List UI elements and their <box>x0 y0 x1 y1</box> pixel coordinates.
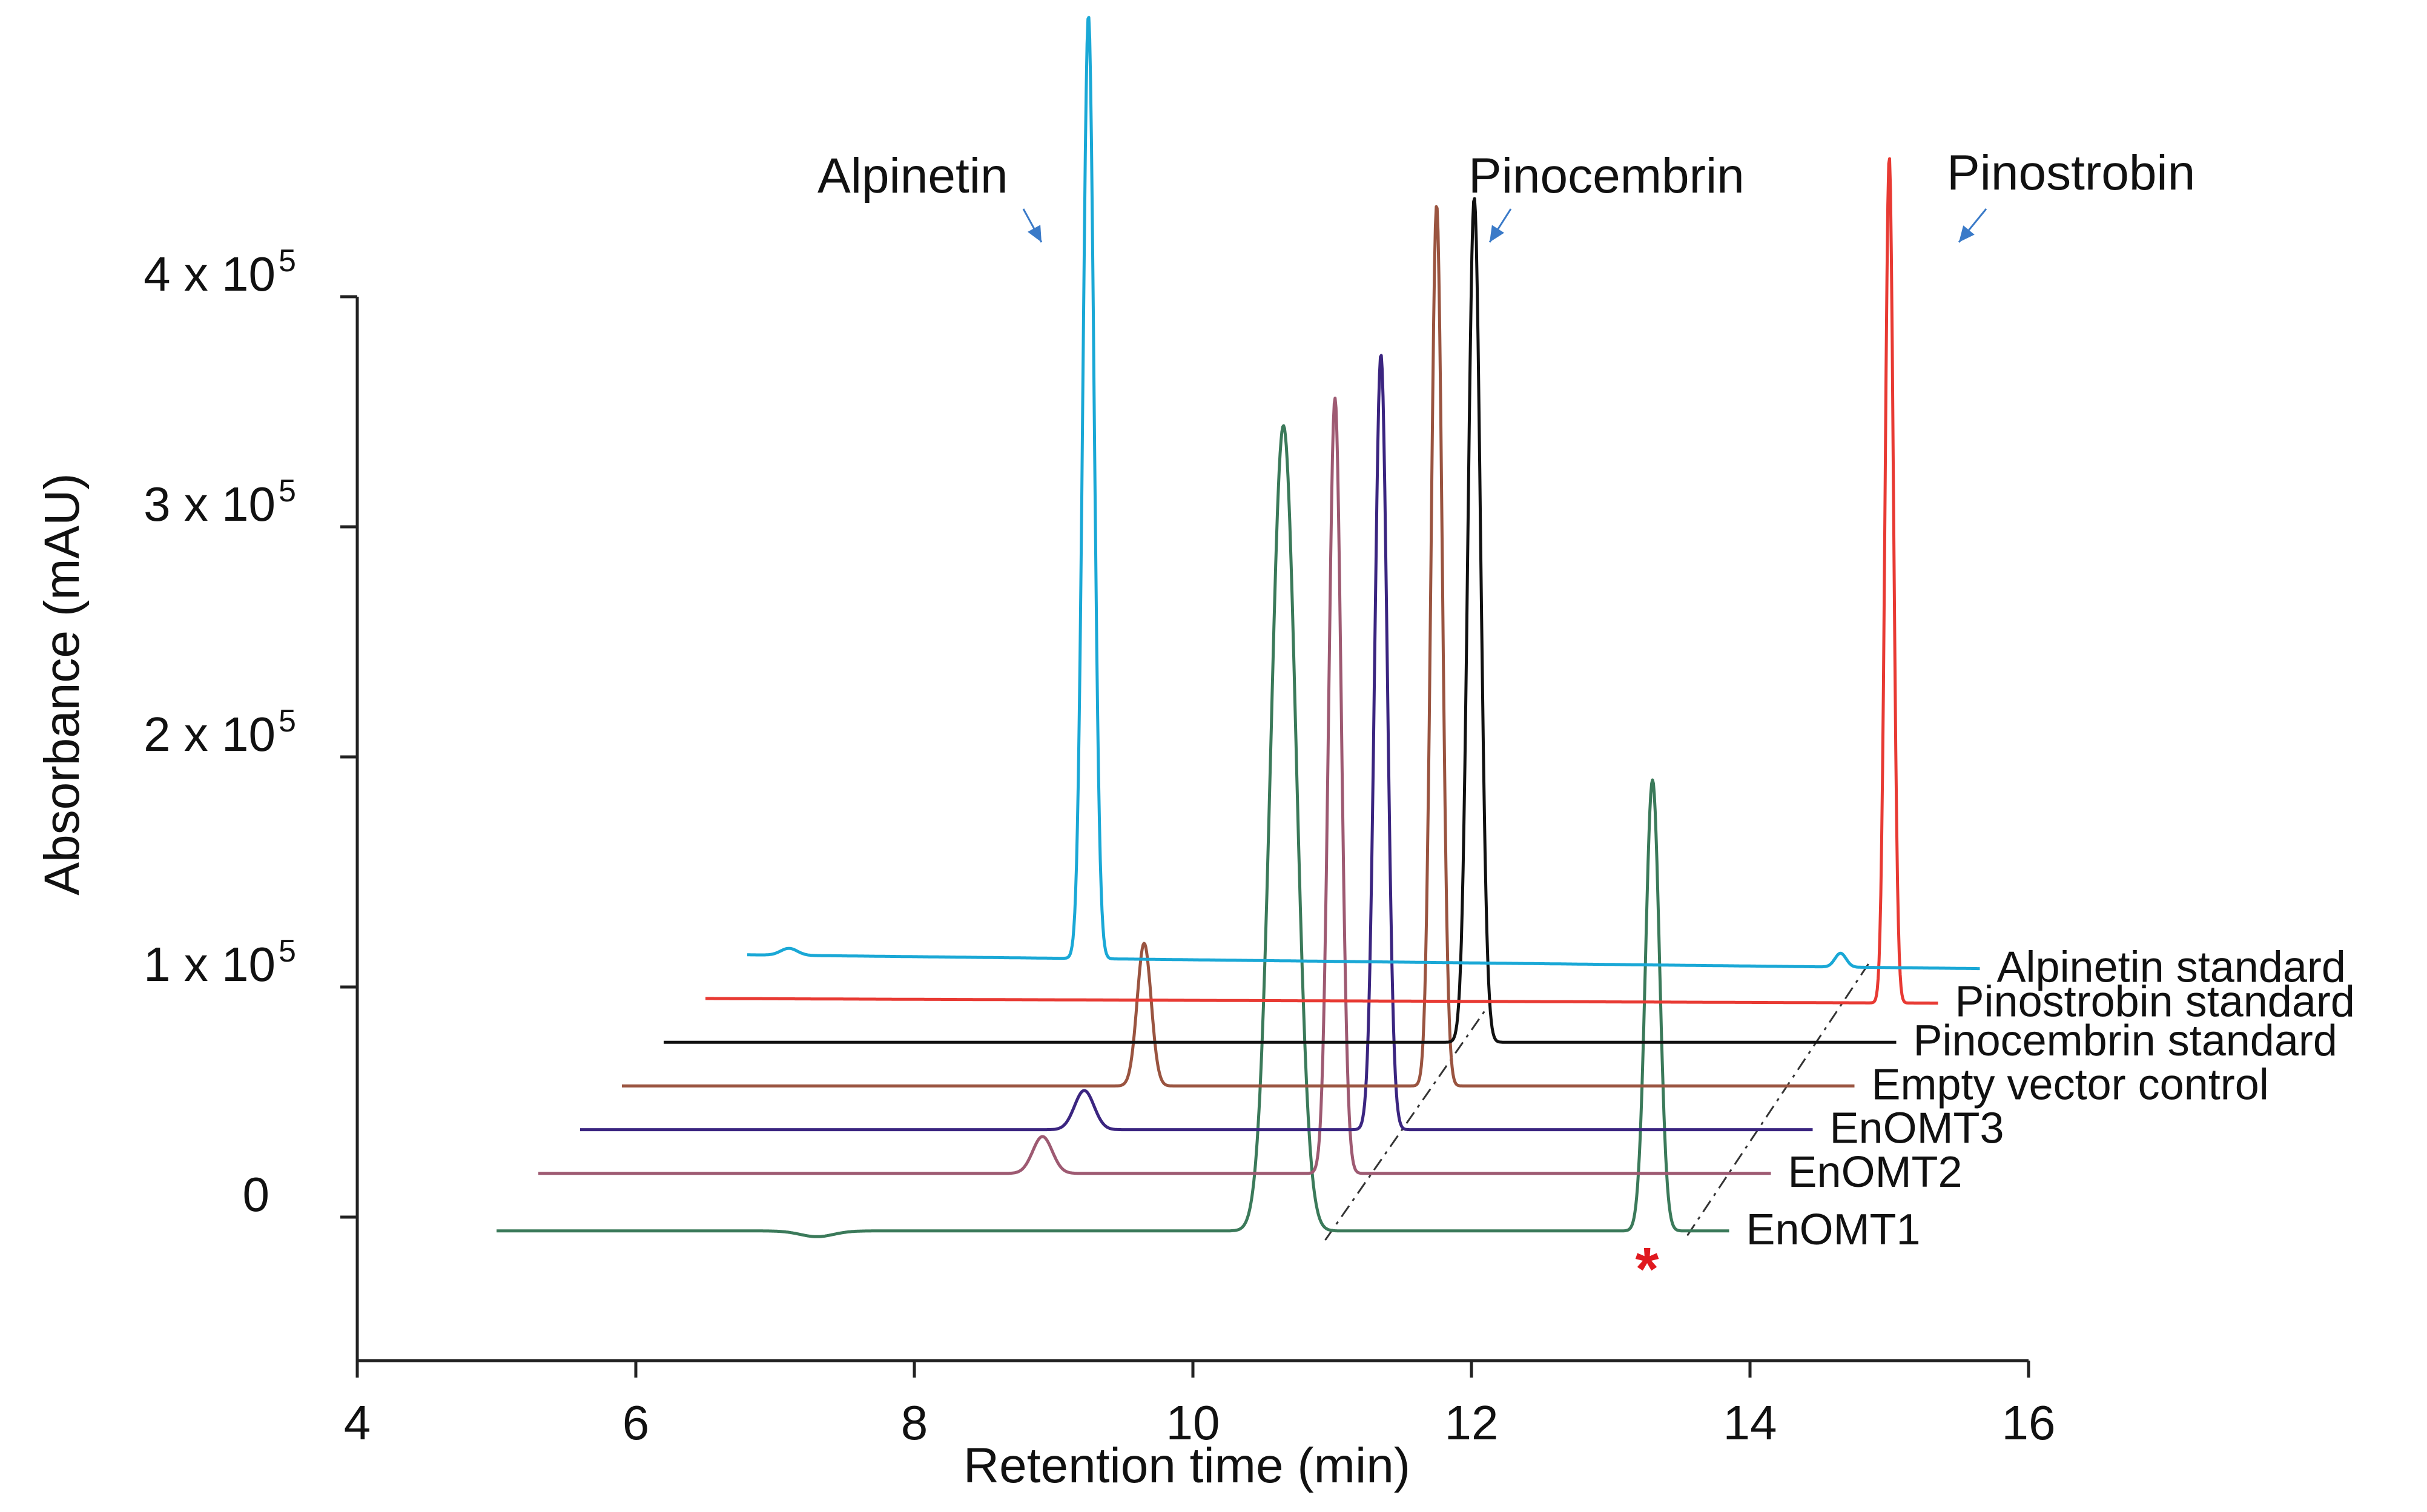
peak-annotations: Alpinetin Pinocembrin Pinostrobin <box>817 145 2195 243</box>
annotation-arrow-head <box>1959 225 1975 242</box>
y-tick-exponent: 5 <box>279 934 296 969</box>
y-tick-label: 3 x 10 <box>144 477 276 531</box>
trace-label: EnOMT1 <box>1746 1206 1921 1254</box>
trace-label: Pinocembrin standard <box>1914 1017 2337 1065</box>
trace-pinocembrin-standard <box>663 197 1897 1044</box>
y-tick-exponent: 5 <box>279 704 296 739</box>
y-ticks: 01 x 10 52 x 10 53 x 10 54 x 10 5 <box>144 243 357 1221</box>
trace-pinostrobin-standard <box>705 157 1939 1005</box>
y-tick-label: 0 <box>243 1167 270 1221</box>
alignment-guides <box>1324 963 1869 1241</box>
trace-label: EnOMT2 <box>1788 1148 1963 1197</box>
axes: 4 6 8 10 12 14 16 01 x 10 52 x 10 53 x 10 54 x 10… <box>144 243 2055 1450</box>
x-tick-label: 10 <box>1166 1396 1220 1450</box>
trace-label: Empty vector control <box>1872 1060 2269 1109</box>
annotation-arrow-head <box>1028 225 1042 242</box>
pinostrobin-peak-label: Pinostrobin <box>1947 145 2195 200</box>
x-tick-label: 6 <box>622 1396 650 1450</box>
chromatogram-traces <box>496 16 1981 1238</box>
annotation-arrows <box>1022 208 1987 243</box>
y-tick-exponent: 5 <box>279 243 296 279</box>
y-tick-label: 4 x 10 <box>144 247 276 301</box>
x-tick-label: 14 <box>1723 1396 1777 1450</box>
guide-line <box>1686 963 1869 1236</box>
asterisk-marker: * <box>1636 1235 1659 1303</box>
annotation-arrow-head <box>1490 225 1505 242</box>
trace-label: Alpinetin standard <box>1997 943 2346 992</box>
trace-enomt3 <box>580 354 1814 1132</box>
y-tick-exponent: 5 <box>279 474 296 509</box>
trace-label: Pinostrobin standard <box>1955 978 2355 1026</box>
trace-label: EnOMT3 <box>1830 1104 2004 1153</box>
x-axis-title: Retention time (min) <box>963 1438 1410 1493</box>
x-tick-label: 12 <box>1445 1396 1499 1450</box>
y-tick-label: 2 x 10 <box>144 707 276 761</box>
x-tick-label: 4 <box>344 1396 371 1450</box>
trace-alpinetin-standard <box>747 16 1981 971</box>
x-tick-label: 16 <box>2002 1396 2056 1450</box>
y-tick-label: 1 x 10 <box>144 937 276 991</box>
trace-enomt1 <box>496 424 1730 1238</box>
x-ticks: 4 6 8 10 12 14 16 <box>344 1361 2056 1450</box>
trace-enomt2 <box>538 397 1772 1175</box>
trace-empty-vector-control <box>621 205 1855 1088</box>
y-axis-title: Absorbance (mAU) <box>35 473 90 895</box>
x-tick-label: 8 <box>901 1396 928 1450</box>
pinocembrin-peak-label: Pinocembrin <box>1468 148 1745 203</box>
alpinetin-peak-label: Alpinetin <box>817 148 1008 203</box>
guide-line <box>1324 1009 1487 1241</box>
